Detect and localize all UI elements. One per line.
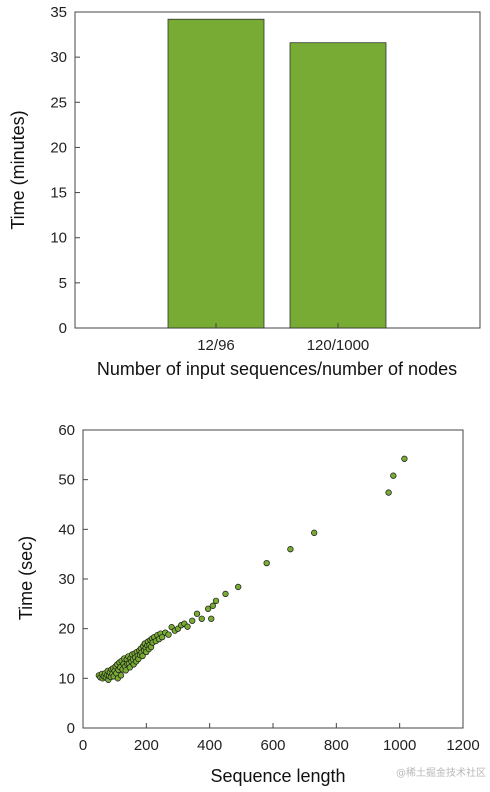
bar-y-tick-label: 10 xyxy=(50,230,67,247)
scatter-point xyxy=(189,617,196,624)
scatter-point xyxy=(235,583,242,591)
bar-chart: 0 5 10 15 20 25 30 35 12/96 120/1000 Number of i… xyxy=(8,4,481,379)
scatter-point xyxy=(390,472,397,479)
scatter-point xyxy=(198,615,205,622)
scatter-point xyxy=(212,597,220,605)
bar-x-axis-label: Number of input sequences/number of node… xyxy=(97,359,457,379)
scatter-y-tick-label: 50 xyxy=(58,472,75,489)
scatter-x-tick-label: 1000 xyxy=(383,737,416,754)
scatter-y-tick-label: 0 xyxy=(67,720,75,737)
scatter-point xyxy=(117,672,125,679)
scatter-marks xyxy=(95,455,408,683)
scatter-x-ticks: 0 200 400 600 800 1000 1200 xyxy=(79,723,480,754)
bar-x-tick-label: 120/1000 xyxy=(307,337,370,354)
scatter-point xyxy=(159,633,166,641)
scatter-chart: 0 10 20 30 40 50 60 0 200 400 600 800 1000 1200 Sequ… xyxy=(16,422,480,786)
bar-y-axis-label: Time (minutes) xyxy=(8,110,28,229)
scatter-y-ticks: 0 10 20 30 40 50 60 xyxy=(58,422,88,737)
bar-y-tick-label: 0 xyxy=(59,320,67,337)
watermark: @稀土掘金技术社区 xyxy=(396,766,486,779)
scatter-x-axis-label: Sequence length xyxy=(210,766,345,786)
scatter-plot-area xyxy=(82,429,464,729)
bar-y-tick-label: 30 xyxy=(50,49,67,66)
scatter-y-tick-label: 10 xyxy=(58,670,75,687)
bar-x-ticks: 12/96 120/1000 xyxy=(197,323,369,354)
bar-y-tick-label: 5 xyxy=(59,275,67,292)
bar-y-tick-label: 20 xyxy=(50,139,67,156)
scatter-point xyxy=(263,559,270,567)
scatter-point xyxy=(208,615,215,622)
scatter-x-tick-label: 0 xyxy=(79,737,87,754)
scatter-point xyxy=(311,529,318,536)
scatter-y-axis-label: Time (sec) xyxy=(16,536,36,620)
bar-marks xyxy=(167,18,387,329)
scatter-point xyxy=(184,623,191,630)
scatter-y-tick-label: 20 xyxy=(58,621,75,638)
scatter-point xyxy=(401,455,408,462)
bar-y-tick-label: 35 xyxy=(50,4,67,21)
scatter-x-tick-label: 800 xyxy=(324,737,349,754)
scatter-point xyxy=(193,610,201,617)
scatter-point xyxy=(209,602,216,609)
scatter-point xyxy=(165,631,172,638)
scatter-point xyxy=(204,605,212,612)
scatter-point xyxy=(222,590,229,598)
bar-y-tick-label: 15 xyxy=(50,185,67,202)
scatter-x-tick-label: 400 xyxy=(197,737,222,754)
bar xyxy=(167,18,265,329)
scatter-point xyxy=(287,546,294,553)
scatter-y-tick-label: 60 xyxy=(58,422,75,439)
bar-plot-area xyxy=(74,11,481,329)
scatter-point xyxy=(385,489,392,496)
bar-x-tick-label: 12/96 xyxy=(197,337,235,354)
scatter-x-tick-label: 600 xyxy=(260,737,285,754)
bar-y-tick-label: 25 xyxy=(50,94,67,111)
scatter-y-tick-label: 30 xyxy=(58,571,75,588)
scatter-x-tick-label: 200 xyxy=(134,737,159,754)
scatter-y-tick-label: 40 xyxy=(58,521,75,538)
bar xyxy=(289,42,387,329)
scatter-x-tick-label: 1200 xyxy=(446,737,479,754)
bar-y-ticks: 0 5 10 15 20 25 30 35 xyxy=(50,4,80,337)
